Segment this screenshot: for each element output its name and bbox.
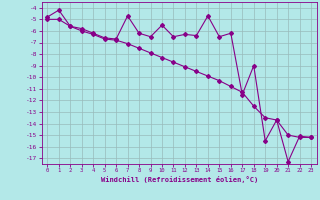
X-axis label: Windchill (Refroidissement éolien,°C): Windchill (Refroidissement éolien,°C) xyxy=(100,176,258,183)
